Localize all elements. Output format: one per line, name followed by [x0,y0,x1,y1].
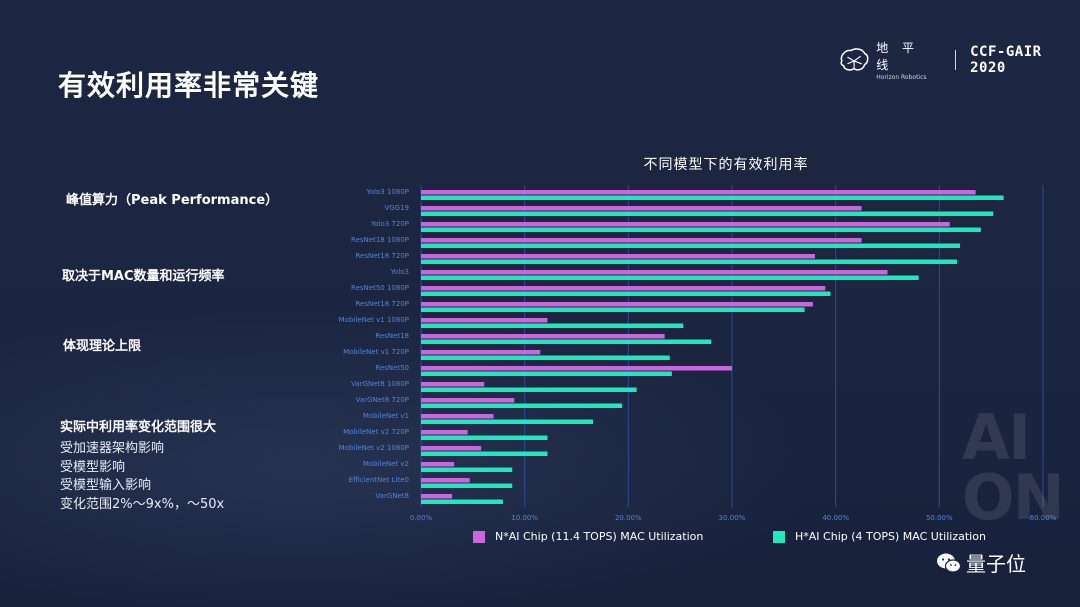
x-tick-label: 0.00% [410,514,433,520]
bar-h-chip [421,227,981,232]
point-peak-performance: 峰值算力（Peak Performance） [66,193,279,208]
legend-label-n-chip: N*AI Chip (11.4 TOPS) MAC Utilization [495,530,704,543]
sub-point-architecture: 受加速器架构影响 [60,441,165,456]
point-utilization-range: 实际中利用率变化范围很大 [60,420,217,435]
horizon-logo: 地 平 线 Horizon Robotics CCF-GAIR 2020 [838,41,1080,81]
bar-n-chip [421,430,468,435]
bar-h-chip [421,451,548,456]
bar-n-chip [421,494,453,499]
y-category-label: MobileNet v2 1080P [339,444,409,452]
bar-n-chip [421,222,950,227]
header-divider [955,50,957,70]
legend-label-h-chip: H*AI Chip (4 TOPS) MAC Utilization [795,530,986,543]
brand-name-cn: 地 平 线 [876,41,920,72]
slide-title: 有效利用率非常关键 [58,69,320,102]
bar-n-chip [421,206,862,211]
y-category-label: MobileNet v1 1080P [339,316,409,324]
x-tick-label: 10.00% [511,514,538,520]
bar-h-chip [421,355,670,360]
legend-h-chip: H*AI Chip (4 TOPS) MAC Utilization [773,530,986,543]
bar-n-chip [421,302,813,307]
bar-h-chip [421,243,961,248]
y-category-label: VarGNet8 1080P [351,380,409,388]
y-category-label: VGG19 [384,204,409,212]
bar-n-chip [421,270,888,275]
y-category-label: Yolo3 1080P [365,188,409,196]
bar-n-chip [421,366,732,371]
y-category-label: VarGNet8 [375,492,409,500]
bar-h-chip [421,195,1004,200]
y-category-label: ResNet50 [375,364,409,372]
y-category-label: VarGNet8 720P [356,396,409,404]
legend-swatch-n-chip [473,530,485,543]
x-tick-label: 50.00% [926,514,953,520]
bar-h-chip [421,339,712,344]
point-theoretical-limit: 体现理论上限 [63,339,142,354]
bar-h-chip [421,499,503,504]
sub-point-model: 受模型影响 [60,460,126,475]
bar-n-chip [421,254,815,259]
bar-h-chip [421,291,831,296]
y-category-label: MobileNet v1 [363,412,409,420]
bar-n-chip [421,286,826,291]
y-category-label: MobileNet v2 [363,460,409,468]
bar-n-chip [421,478,470,483]
bar-n-chip [421,398,515,403]
bar-n-chip [421,238,862,243]
legend-swatch-h-chip [773,530,785,543]
y-category-label: ResNet18 1080P [351,236,409,244]
y-category-label: ResNet18 720P [355,300,409,308]
bar-h-chip [421,275,919,280]
bar-n-chip [421,462,455,467]
sub-point-range: 变化范围2%～9x%，～50x [60,497,225,512]
ai-on-watermark: AI ON [962,401,1065,534]
chart-title: 不同模型下的有效利用率 [643,157,809,173]
utilization-bar-chart: 0.00% 10.00% 20.00% 30.00% 40.00% 50.00% 60.00… [339,185,1057,520]
bar-h-chip [421,259,957,264]
brain-icon [840,48,869,71]
point-mac-frequency: 取决于MAC数量和运行频率 [62,269,225,284]
bar-n-chip [421,318,548,323]
wechat-watermark: 量子位 [936,548,1026,577]
bar-h-chip [421,387,637,392]
bar-n-chip [421,446,482,451]
y-category-label: ResNet18 720P [355,252,409,260]
bar-n-chip [421,350,541,355]
bar-h-chip [421,371,672,376]
brand-name-en: Horizon Robotics [876,74,927,81]
bar-h-chip [421,403,623,408]
wechat-icon [937,553,962,573]
y-category-label: EfficientNet Lite0 [349,476,409,484]
y-category-label: ResNet18 [375,332,409,340]
bar-h-chip [421,211,994,216]
x-tick-label: 20.00% [615,514,642,520]
bar-n-chip [421,334,665,339]
y-category-label: Yolo3 720P [370,220,409,228]
bar-h-chip [421,307,805,312]
bar-n-chip [421,382,485,387]
bar-h-chip [421,435,548,440]
sub-point-model-input: 受模型输入影响 [60,478,152,493]
x-tick-label: 60.00% [1030,514,1057,520]
bar-n-chip [421,414,494,419]
x-tick-label: 30.00% [719,514,746,520]
wechat-account-name: 量子位 [966,552,1026,576]
bar-n-chip [421,190,976,195]
legend-n-chip: N*AI Chip (11.4 TOPS) MAC Utilization [473,530,703,543]
event-name: CCF-GAIR 2020 [970,44,1042,76]
bar-h-chip [421,419,594,424]
y-category-label: Yolo3 [390,268,409,276]
bar-h-chip [421,483,513,488]
y-category-label: MobileNet v1 720P [343,348,409,356]
bar-h-chip [421,323,684,328]
bar-h-chip [421,467,513,472]
y-category-label: ResNet50 1080P [351,284,409,292]
y-category-label: MobileNet v2 720P [343,428,409,436]
x-tick-label: 40.00% [822,514,849,520]
